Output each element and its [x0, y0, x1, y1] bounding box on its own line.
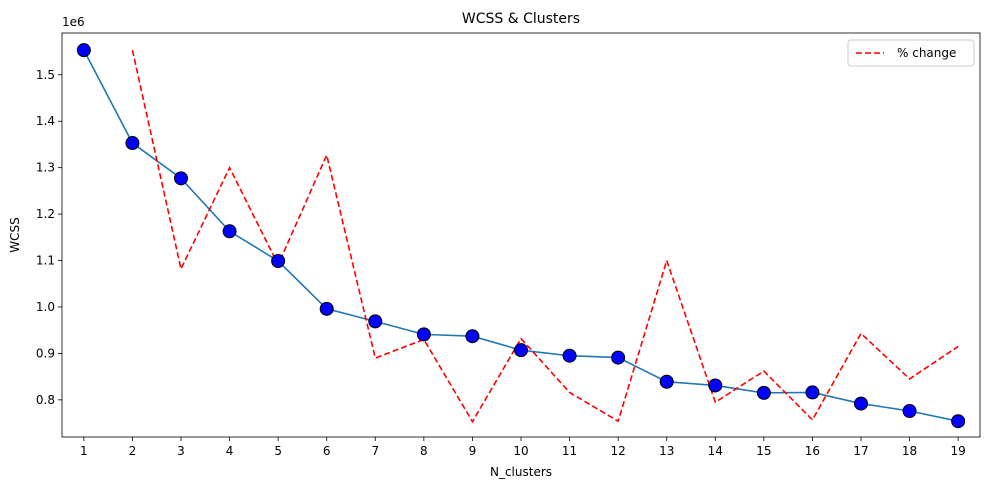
wcss-point	[659, 374, 674, 389]
wcss-point	[125, 136, 140, 151]
wcss-point	[416, 327, 431, 342]
plot-frame	[61, 32, 981, 438]
wcss-point	[319, 301, 334, 316]
x-tick-label: 11	[562, 444, 577, 458]
x-axis-label: N_clusters	[490, 465, 552, 479]
axes: 1 2 3 4 5 6 7 8 9 10 11 12 13 14 15 16 17 18 190.80.91.01.…	[36, 68, 966, 458]
y-tick-label: 1.1	[36, 254, 55, 268]
wcss-point	[854, 396, 868, 411]
x-tick-label: 14	[708, 444, 723, 458]
y-tick-label: 1.0	[36, 300, 55, 314]
x-tick-label: 16	[805, 444, 820, 458]
wcss-point	[611, 350, 626, 365]
plot-border	[61, 32, 981, 438]
legend-label-pct-change: % change	[897, 46, 956, 60]
x-tick-label: 10	[513, 444, 528, 458]
x-tick-label: 5	[274, 444, 282, 458]
pct-change-line	[131, 50, 959, 424]
wcss-point	[465, 329, 480, 344]
series-layer	[76, 43, 966, 429]
x-tick-label: 18	[902, 444, 917, 458]
y-tick-label: 1.3	[36, 161, 55, 175]
y-offset-label: 1e6	[62, 15, 85, 29]
x-tick-label: 13	[659, 444, 674, 458]
chart-title: WCSS & Clusters	[462, 11, 580, 27]
wcss-point	[76, 43, 91, 58]
x-tick-label: 7	[371, 444, 379, 458]
x-tick-label: 15	[756, 444, 771, 458]
wcss-point	[951, 414, 966, 429]
x-tick-label: 19	[951, 444, 966, 458]
x-tick-label: 3	[177, 444, 185, 458]
y-tick-label: 0.8	[36, 393, 55, 407]
x-tick-label: 1	[80, 444, 88, 458]
legend: % change	[847, 39, 975, 67]
x-tick-label: 8	[420, 444, 428, 458]
wcss-point	[271, 254, 286, 269]
y-tick-label: 0.9	[36, 346, 55, 360]
wcss-point	[708, 378, 723, 393]
y-axis-label: WCSS	[8, 217, 22, 252]
wcss-line	[83, 49, 959, 422]
x-tick-label: 4	[226, 444, 234, 458]
wcss-point	[902, 403, 917, 418]
x-tick-label: 12	[611, 444, 626, 458]
wcss-point	[514, 343, 528, 358]
x-tick-label: 2	[129, 444, 137, 458]
wcss-point	[805, 385, 820, 400]
x-tick-label: 17	[853, 444, 868, 458]
wcss-point	[174, 171, 188, 186]
y-tick-label: 1.5	[36, 68, 55, 82]
y-tick-label: 1.2	[36, 207, 55, 221]
x-tick-label: 6	[323, 444, 331, 458]
x-tick-label: 9	[469, 444, 477, 458]
wcss-point	[756, 385, 771, 400]
wcss-point	[562, 348, 577, 363]
wcss-point	[368, 314, 383, 329]
y-tick-label: 1.4	[36, 114, 55, 128]
legend-box	[847, 39, 975, 67]
wcss-point	[222, 224, 237, 239]
